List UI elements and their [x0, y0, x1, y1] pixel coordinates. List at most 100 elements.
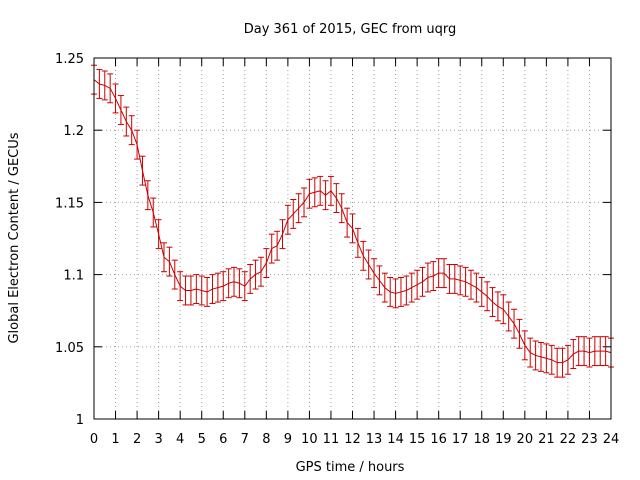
error-bar: [554, 347, 561, 378]
error-bar: [408, 272, 415, 303]
y-tick-label: 1.05: [55, 341, 84, 356]
error-bar: [559, 347, 566, 378]
error-bar: [225, 268, 232, 299]
error-bar: [586, 337, 593, 368]
y-tick-label: 1.25: [55, 52, 84, 67]
error-bar: [231, 266, 238, 297]
error-bar: [467, 269, 474, 300]
error-bar: [527, 337, 534, 368]
error-bar: [397, 276, 404, 307]
error-bar: [441, 258, 448, 289]
error-bar: [268, 233, 275, 264]
error-bar: [543, 343, 550, 374]
error-bar: [591, 336, 598, 367]
x-tick-label: 21: [538, 432, 555, 447]
x-tick-label: 3: [154, 432, 162, 447]
error-bar: [236, 268, 243, 299]
error-bar: [257, 256, 264, 287]
x-tick-label: 7: [241, 432, 249, 447]
error-bar: [435, 258, 442, 289]
y-tick-label: 1: [76, 413, 84, 428]
error-bar: [478, 276, 485, 307]
error-bar: [247, 263, 254, 294]
x-tick-label: 20: [517, 432, 534, 447]
error-bar: [139, 155, 146, 186]
error-bar: [489, 287, 496, 317]
x-tick-label: 15: [409, 432, 426, 447]
error-bar: [349, 213, 356, 244]
data-series: [91, 64, 614, 378]
error-bar: [263, 248, 270, 278]
error-bar: [252, 259, 259, 290]
x-tick-label: 19: [495, 432, 512, 447]
error-bar: [295, 193, 302, 224]
x-tick-label: 8: [262, 432, 270, 447]
error-bar: [575, 336, 582, 367]
error-bar: [570, 339, 577, 369]
x-tick-label: 2: [133, 432, 141, 447]
error-bar: [338, 193, 345, 224]
plot-frame: [93, 57, 612, 420]
error-bar: [392, 278, 399, 309]
error-bar: [597, 336, 604, 367]
x-axis-ticks: 0 1 2 3 4 5 6 7 8 9 10 11 12 13 14 15 16 17 18 19 20 21 22 23 24: [90, 58, 619, 447]
error-bar: [171, 259, 178, 290]
error-bar: [317, 175, 324, 206]
error-bar: [333, 183, 340, 214]
x-tick-label: 22: [560, 432, 577, 447]
error-bar: [451, 263, 458, 294]
x-tick-label: 9: [284, 432, 292, 447]
x-tick-label: 17: [452, 432, 469, 447]
error-bar: [430, 261, 437, 291]
error-bar: [500, 294, 507, 325]
x-tick-label: 24: [603, 432, 620, 447]
error-bar: [123, 106, 130, 137]
error-bar: [150, 197, 157, 228]
error-bar: [187, 275, 194, 306]
error-bar: [128, 115, 135, 146]
x-tick-label: 10: [301, 432, 318, 447]
x-tick-label: 16: [430, 432, 447, 447]
error-bar: [166, 246, 173, 277]
error-bar: [182, 275, 189, 306]
error-bar: [193, 274, 200, 304]
error-bar: [155, 219, 162, 250]
error-bar: [204, 276, 211, 307]
error-bar: [371, 258, 378, 289]
error-bar: [177, 271, 184, 302]
y-axis-ticks: 1 1.05 1.1 1.15 1.2 1.25: [55, 52, 611, 428]
error-bar: [327, 175, 334, 206]
error-bar: [564, 344, 571, 375]
error-bar: [209, 274, 216, 304]
error-bar: [446, 263, 453, 294]
error-bar: [311, 177, 318, 208]
error-bar: [521, 330, 528, 361]
error-bar: [537, 341, 544, 372]
error-bar: [112, 83, 119, 114]
y-tick-label: 1.1: [63, 269, 84, 284]
y-axis-label: Global Electron Content / GECUs: [7, 132, 22, 343]
error-bar: [107, 73, 114, 104]
error-bar: [274, 230, 281, 261]
error-bar: [424, 262, 431, 293]
error-bar: [134, 129, 141, 160]
x-tick-label: 23: [581, 432, 598, 447]
x-tick-label: 1: [111, 432, 119, 447]
error-bar: [376, 265, 383, 296]
error-bar: [284, 204, 291, 235]
x-tick-label: 6: [219, 432, 227, 447]
error-bar: [354, 227, 361, 258]
error-bar: [484, 281, 491, 312]
x-tick-label: 4: [176, 432, 184, 447]
x-tick-label: 14: [387, 432, 404, 447]
error-bar: [117, 95, 124, 125]
x-tick-label: 18: [473, 432, 490, 447]
error-bar: [214, 272, 221, 303]
x-axis-label: GPS time / hours: [296, 460, 405, 475]
error-bar: [198, 275, 205, 306]
error-bar: [414, 269, 421, 300]
error-bar: [144, 180, 151, 211]
error-bar: [279, 219, 286, 250]
x-tick-label: 12: [344, 432, 361, 447]
